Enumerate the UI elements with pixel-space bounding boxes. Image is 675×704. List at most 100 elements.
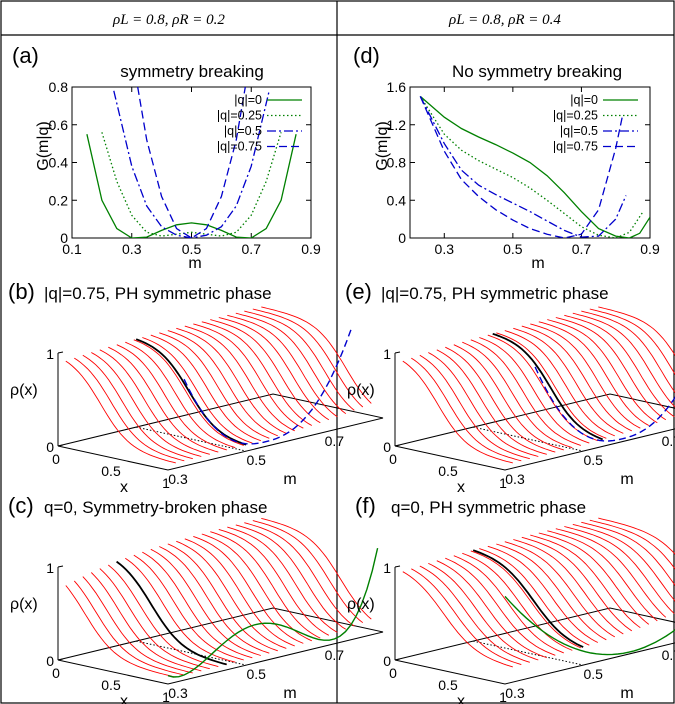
free-energy-curve — [504, 595, 675, 656]
legend-label-3: |q|=0.75 — [217, 140, 262, 154]
panel-d-ylabel: G(m|q) — [374, 121, 391, 170]
surface-curve — [261, 517, 372, 620]
y-tick-label: 0 — [60, 230, 68, 246]
x-tick-label: 0.5 — [101, 463, 121, 479]
series-line-1 — [419, 96, 644, 238]
panel-d-xlabel: m — [531, 255, 544, 272]
free-energy-curve — [183, 328, 352, 445]
surface-curve — [538, 532, 650, 625]
base-plane — [394, 607, 675, 685]
surface-curve — [453, 555, 564, 654]
z-tick — [394, 444, 401, 447]
y-tick-label: 0.2 — [49, 192, 69, 208]
panel-c-title: q=0, Symmetry-broken phase — [44, 498, 267, 517]
surface-curve — [159, 546, 270, 654]
y-tick-label: 0.6 — [49, 117, 69, 133]
y-tick-label: 0.8 — [49, 79, 69, 95]
z-axis-label: ρ(x) — [10, 382, 38, 399]
panel-f-label: (f) — [355, 493, 376, 518]
legend-label-0: |q|=0 — [570, 93, 598, 107]
z-axis-label: ρ(x) — [347, 382, 375, 399]
surface-curve — [555, 528, 667, 618]
surface-curve — [496, 543, 607, 641]
surface-curve — [581, 310, 675, 394]
surface-curve — [445, 346, 556, 453]
series-line-0 — [86, 134, 297, 238]
x-tick-label: 0.5 — [182, 241, 202, 257]
x-tick-label: 0.5 — [503, 241, 523, 257]
x-tick-label: 0.3 — [435, 241, 455, 257]
surface-curve — [530, 534, 641, 629]
surface-curve — [65, 585, 176, 678]
surface-curve — [210, 531, 321, 639]
x-tick-label: 0.9 — [301, 241, 321, 257]
surface-curve — [218, 317, 330, 421]
surface-curve — [479, 548, 590, 646]
z-tick-label: 1 — [46, 346, 54, 362]
legend-label-2: |q|=0.5 — [224, 124, 262, 138]
surface-curve — [411, 357, 522, 462]
m-tick-label: 0.5 — [583, 452, 603, 468]
series-line-3 — [137, 87, 246, 238]
floor-dotted-line — [473, 640, 584, 666]
surface-curve — [176, 540, 287, 649]
m-tick-label: 0.3 — [168, 471, 188, 487]
z-tick — [57, 444, 64, 447]
surface-curve — [564, 314, 675, 418]
surface-curve — [487, 545, 599, 643]
x-tick-label: 0 — [52, 665, 60, 681]
x-tick-label: 0 — [389, 451, 397, 467]
surface-curve — [402, 360, 513, 464]
series-line-1 — [101, 132, 282, 237]
surface-curve — [572, 312, 675, 408]
x-tick-label: 0.5 — [438, 463, 458, 479]
x-tick-label: 0 — [389, 665, 397, 681]
surface-curve — [547, 530, 658, 622]
m-tick-label: 0.5 — [583, 666, 603, 682]
x-axis-label: x — [457, 479, 465, 496]
surface-curve — [252, 520, 364, 624]
surface-curve — [261, 306, 372, 404]
y-tick-label: 1.2 — [387, 117, 407, 133]
z-tick — [394, 351, 401, 354]
z-tick — [57, 351, 64, 354]
m-tick-label: 0.7 — [325, 433, 345, 449]
m-axis-label: m — [283, 685, 296, 702]
m-axis-label: m — [620, 471, 633, 488]
y-tick-label: 0.8 — [387, 155, 407, 171]
panel-a-xlabel: m — [188, 255, 201, 272]
m-axis-label: m — [620, 685, 633, 702]
m-tick-label: 0.5 — [246, 666, 266, 682]
m-tick-label: 0.5 — [246, 452, 266, 468]
panel-a-plot: 0.1 0.3 0.5 0.7 0.9 0 0.2 0.4 0.6 0.8 |q|=0 |q|=0.2… — [49, 79, 321, 257]
panel-b-surface: 0 1 ρ(x) 0 0.5 1 x 0.3 0.5 0.7 m — [10, 306, 384, 496]
surface-curve — [167, 543, 278, 652]
surface-curve — [589, 308, 675, 376]
base-plane — [394, 393, 675, 471]
surface-curve — [99, 568, 210, 670]
header-right: ρL = 0.8, ρR = 0.4 — [448, 12, 561, 28]
panel-c-label: (c) — [8, 493, 34, 518]
surface-curve — [108, 346, 219, 453]
surface-curve — [91, 352, 202, 457]
surface-curve — [176, 327, 287, 434]
m-tick-label: 0.3 — [505, 471, 525, 487]
x-tick-label: 1 — [499, 689, 507, 704]
z-axis-label: ρ(x) — [347, 596, 375, 613]
surface-curve — [479, 337, 590, 444]
surface-curve — [235, 312, 347, 415]
surface-curve — [436, 349, 547, 455]
surface-curve — [411, 568, 522, 666]
series-line-2 — [419, 96, 627, 238]
surface-curve — [513, 539, 624, 635]
z-tick-label: 0 — [46, 439, 54, 455]
free-energy-curve — [167, 547, 379, 678]
surface-curve — [521, 536, 633, 632]
surface-curve — [244, 522, 355, 627]
panel-d-title: No symmetry breaking — [452, 62, 622, 81]
surface-curve — [116, 344, 227, 451]
surface-curve — [142, 337, 253, 444]
surface-curve — [252, 308, 364, 408]
panel-c-surface: 0 1 ρ(x) 0 0.5 1 x 0.3 0.5 0.7 m — [10, 517, 384, 704]
x-tick-label: 0.3 — [122, 241, 142, 257]
